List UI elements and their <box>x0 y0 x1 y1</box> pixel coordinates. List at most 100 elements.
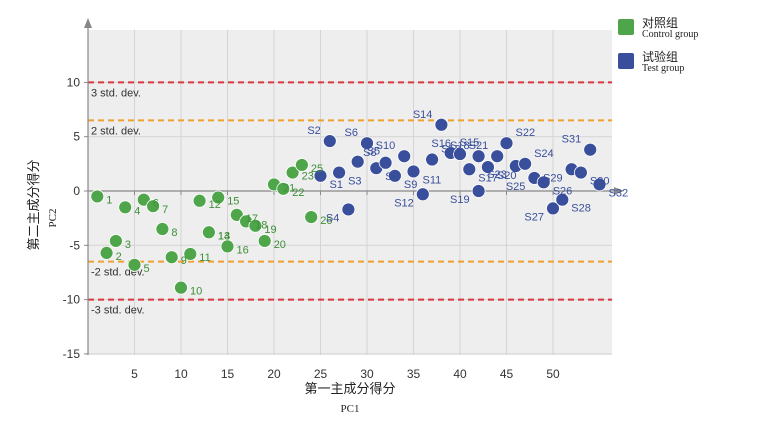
point-S5 <box>350 154 365 169</box>
point-label-S2: S2 <box>307 125 320 137</box>
point-label-S7: S7 <box>385 171 398 183</box>
point-label-S25: S25 <box>506 181 526 193</box>
point-label-S9: S9 <box>404 179 417 191</box>
legend-swatch-test <box>618 53 634 69</box>
point-label-10: 10 <box>190 286 202 298</box>
point-label-S32: S32 <box>609 187 629 199</box>
x-tick-label-20: 20 <box>267 367 281 381</box>
point-S19 <box>471 184 486 198</box>
plot-background <box>88 30 612 355</box>
point-label-2: 2 <box>116 251 122 263</box>
point-label-S16: S16 <box>431 138 451 150</box>
legend-label-control-en: Control group <box>642 29 699 40</box>
point-label-23: 23 <box>302 171 314 183</box>
point-25 <box>294 158 309 172</box>
point-label-S6: S6 <box>345 127 358 139</box>
point-label-17: 17 <box>246 213 258 225</box>
y-tick-label--15: -15 <box>63 347 81 361</box>
point-S21 <box>490 149 505 164</box>
point-S10 <box>397 149 412 164</box>
point-label-3: 3 <box>125 239 131 251</box>
point-S4 <box>341 202 356 217</box>
point-label-S13: S13 <box>441 144 461 156</box>
x-tick-label-45: 45 <box>500 367 514 381</box>
point-S22 <box>499 136 514 151</box>
y-tick-label-10: 10 <box>67 75 81 89</box>
point-label-S17: S17 <box>478 172 498 184</box>
point-S27 <box>546 201 560 216</box>
x-axis-title-zh: 第一主成分得分 <box>304 381 395 397</box>
x-axis-title-en: PC1 <box>341 403 360 415</box>
point-label-11: 11 <box>199 252 210 264</box>
point-1 <box>90 189 105 204</box>
legend-label-control-zh: 对照组 <box>642 16 679 30</box>
point-S11 <box>406 164 421 179</box>
point-label-S1: S1 <box>330 179 343 191</box>
point-label-21: 21 <box>283 182 295 194</box>
point-label-7: 7 <box>162 204 168 216</box>
legend-swatch-control <box>618 19 634 35</box>
point-S2 <box>322 134 337 148</box>
point-4 <box>118 200 133 215</box>
point-12 <box>192 193 207 208</box>
point-label-S4: S4 <box>326 212 339 224</box>
legend-label-test-en: Test group <box>642 63 685 74</box>
point-S31 <box>583 142 598 157</box>
point-S1 <box>313 168 328 183</box>
point-label-S23: S23 <box>487 169 507 181</box>
point-label-6: 6 <box>153 198 159 210</box>
point-label-S27: S27 <box>524 211 544 223</box>
point-S24 <box>518 156 532 171</box>
point-label-12: 12 <box>209 199 221 211</box>
point-label-15: 15 <box>227 196 239 208</box>
point-label-S22: S22 <box>516 127 536 139</box>
point-S3 <box>332 165 347 180</box>
y-axis-title-zh: 第二主成分得分 <box>26 159 42 250</box>
point-labels: 1234567891011121314151617181920212223252… <box>106 109 628 298</box>
std-dev-label-1: 2 std. dev. <box>91 125 141 137</box>
point-16 <box>220 239 235 254</box>
y-axis-arrow <box>84 18 92 28</box>
point-label-5: 5 <box>144 263 150 275</box>
point-11 <box>183 247 198 261</box>
point-label-S8: S8 <box>363 147 376 159</box>
y-tick-label-5: 5 <box>73 130 80 144</box>
point-3 <box>109 234 123 248</box>
point-22 <box>276 181 291 196</box>
point-26 <box>304 210 319 224</box>
point-S30 <box>574 165 588 180</box>
legend-label-test-zh: 试验组 <box>642 50 679 64</box>
point-label-9: 9 <box>181 255 187 267</box>
point-label-4: 4 <box>134 205 140 217</box>
y-tick-label--5: -5 <box>69 238 80 252</box>
x-tick-label-15: 15 <box>221 367 235 381</box>
x-tick-label-25: 25 <box>314 367 328 381</box>
point-label-S18: S18 <box>450 140 470 152</box>
point-label-22: 22 <box>292 187 304 199</box>
point-label-S28: S28 <box>571 203 591 215</box>
x-axis-arrow <box>614 187 624 195</box>
point-label-S12: S12 <box>394 197 414 209</box>
point-label-S29: S29 <box>543 172 563 184</box>
point-label-S10: S10 <box>376 140 396 152</box>
x-tick-label-35: 35 <box>407 367 421 381</box>
point-label-S20: S20 <box>497 170 517 182</box>
point-label-25: 25 <box>311 163 323 175</box>
point-19 <box>248 218 263 233</box>
y-axis-title-en: PC2 <box>47 209 59 228</box>
point-23 <box>285 165 300 180</box>
point-14 <box>201 225 216 240</box>
point-7 <box>146 199 161 214</box>
point-label-S3: S3 <box>348 176 361 188</box>
point-label-S24: S24 <box>534 148 554 160</box>
point-label-S30: S30 <box>590 176 610 188</box>
point-S6 <box>360 136 374 151</box>
std-dev-label-3: -3 std. dev. <box>91 305 145 317</box>
y-tick-label--10: -10 <box>63 293 81 307</box>
point-label-20: 20 <box>274 239 286 251</box>
point-S26 <box>536 175 551 190</box>
point-label-S19: S19 <box>450 194 470 206</box>
point-S9 <box>387 168 402 183</box>
point-S32 <box>592 177 607 192</box>
point-label-14: 14 <box>218 230 230 242</box>
